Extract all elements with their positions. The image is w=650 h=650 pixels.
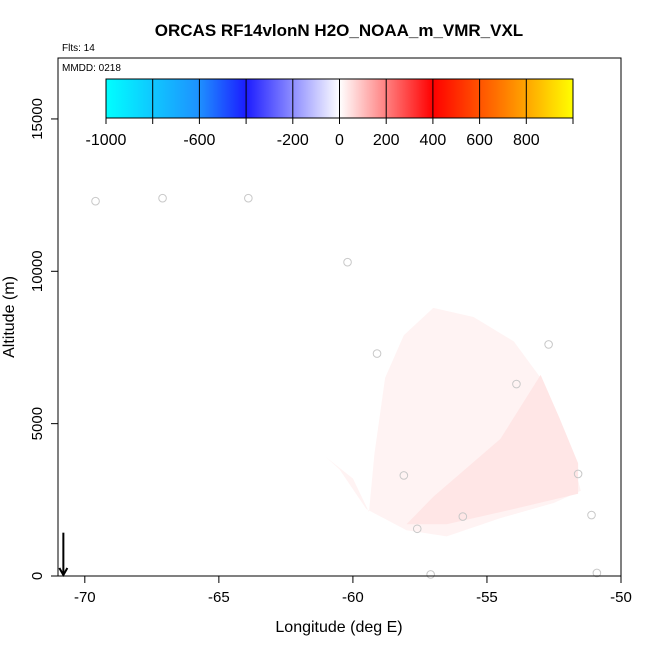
data-point: [399, 471, 409, 480]
data-point: [458, 512, 468, 521]
colorbar: -1000 -600 -200 0 200 400 600 800: [86, 78, 574, 149]
colorbar-tick-label: 200: [373, 132, 400, 149]
y-axis: 0 5000 10000 15000: [29, 98, 58, 580]
x-tick-label: -50: [610, 589, 632, 606]
colorbar-tick-label: 800: [513, 132, 540, 149]
x-axis-title: Longitude (deg E): [275, 619, 402, 636]
data-point: [244, 193, 253, 203]
data-point: [587, 510, 596, 520]
chart-title: ORCAS RF14vlonN H2O_NOAA_m_VMR_VXL: [155, 21, 523, 40]
y-tick-label: 5000: [29, 407, 46, 440]
colorbar-tick-label: -1000: [86, 132, 127, 149]
x-axis: -70 -65 -60 -55 -50: [74, 576, 632, 606]
colorbar-tick-label: 600: [466, 132, 493, 149]
data-point: [592, 568, 602, 578]
x-tick-label: -60: [342, 589, 364, 606]
shaded-region-core: [406, 374, 579, 525]
y-tick-label: 10000: [29, 250, 46, 292]
y-axis-title: Altitude (m): [1, 276, 18, 358]
flights-label: Flts: 14: [62, 43, 95, 54]
data-point: [158, 193, 167, 203]
colorbar-tick-label: -600: [183, 132, 215, 149]
y-tick-label: 0: [29, 572, 46, 580]
x-tick-label: -55: [476, 589, 498, 606]
x-tick-label: -65: [208, 589, 230, 606]
data-point: [512, 379, 521, 389]
data-point: [426, 570, 435, 579]
data-point: [573, 469, 583, 479]
plot-content: [58, 193, 602, 579]
data-point: [544, 340, 553, 349]
plot-frame: [57, 57, 622, 577]
data-point: [372, 349, 382, 358]
colorbar-tick-label: -200: [277, 132, 309, 149]
data-point: [343, 257, 352, 267]
y-tick-label: 15000: [29, 98, 46, 140]
x-tick-label: -70: [74, 589, 96, 606]
colorbar-tick-label: 0: [335, 132, 344, 149]
data-point: [412, 524, 422, 534]
date-label: MMDD: 0218: [62, 63, 121, 74]
arrow-head: [58, 567, 69, 578]
data-point: [91, 196, 100, 206]
colorbar-tick-label: 400: [420, 132, 447, 149]
